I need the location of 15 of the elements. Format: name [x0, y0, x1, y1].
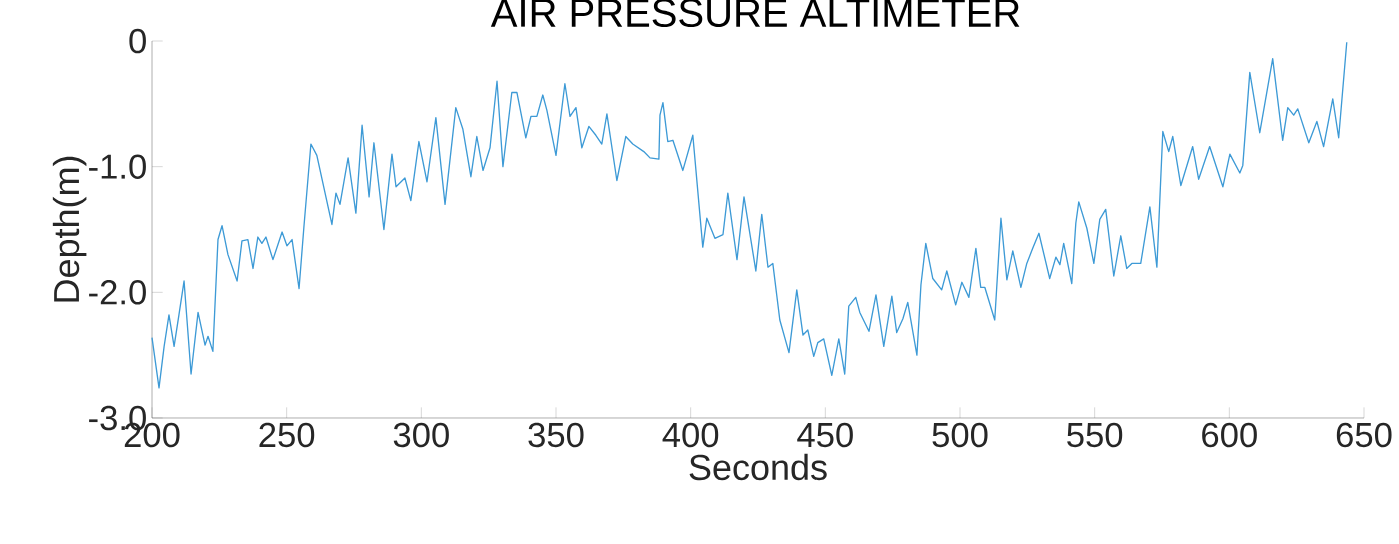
x-tick-label: 450	[797, 422, 853, 448]
x-tick-label: 550	[1067, 422, 1123, 448]
x-tick-label: 600	[1202, 422, 1257, 448]
x-tick-label: 500	[932, 422, 988, 448]
x-tick-label: 400	[662, 422, 719, 448]
x-axis-title: Seconds	[689, 453, 827, 481]
x-tick-label: 300	[393, 422, 449, 448]
x-tick-label: 250	[259, 422, 315, 448]
y-axis-title: Depth(m)	[52, 156, 87, 302]
line-series	[151, 41, 1348, 389]
x-tick-label: 350	[528, 422, 584, 448]
y-tick-label: -2.0	[89, 280, 146, 305]
y-tick-label: -1.0	[89, 154, 146, 179]
y-tick-label: 0	[129, 28, 146, 54]
x-tick-label: 650	[1336, 422, 1392, 448]
